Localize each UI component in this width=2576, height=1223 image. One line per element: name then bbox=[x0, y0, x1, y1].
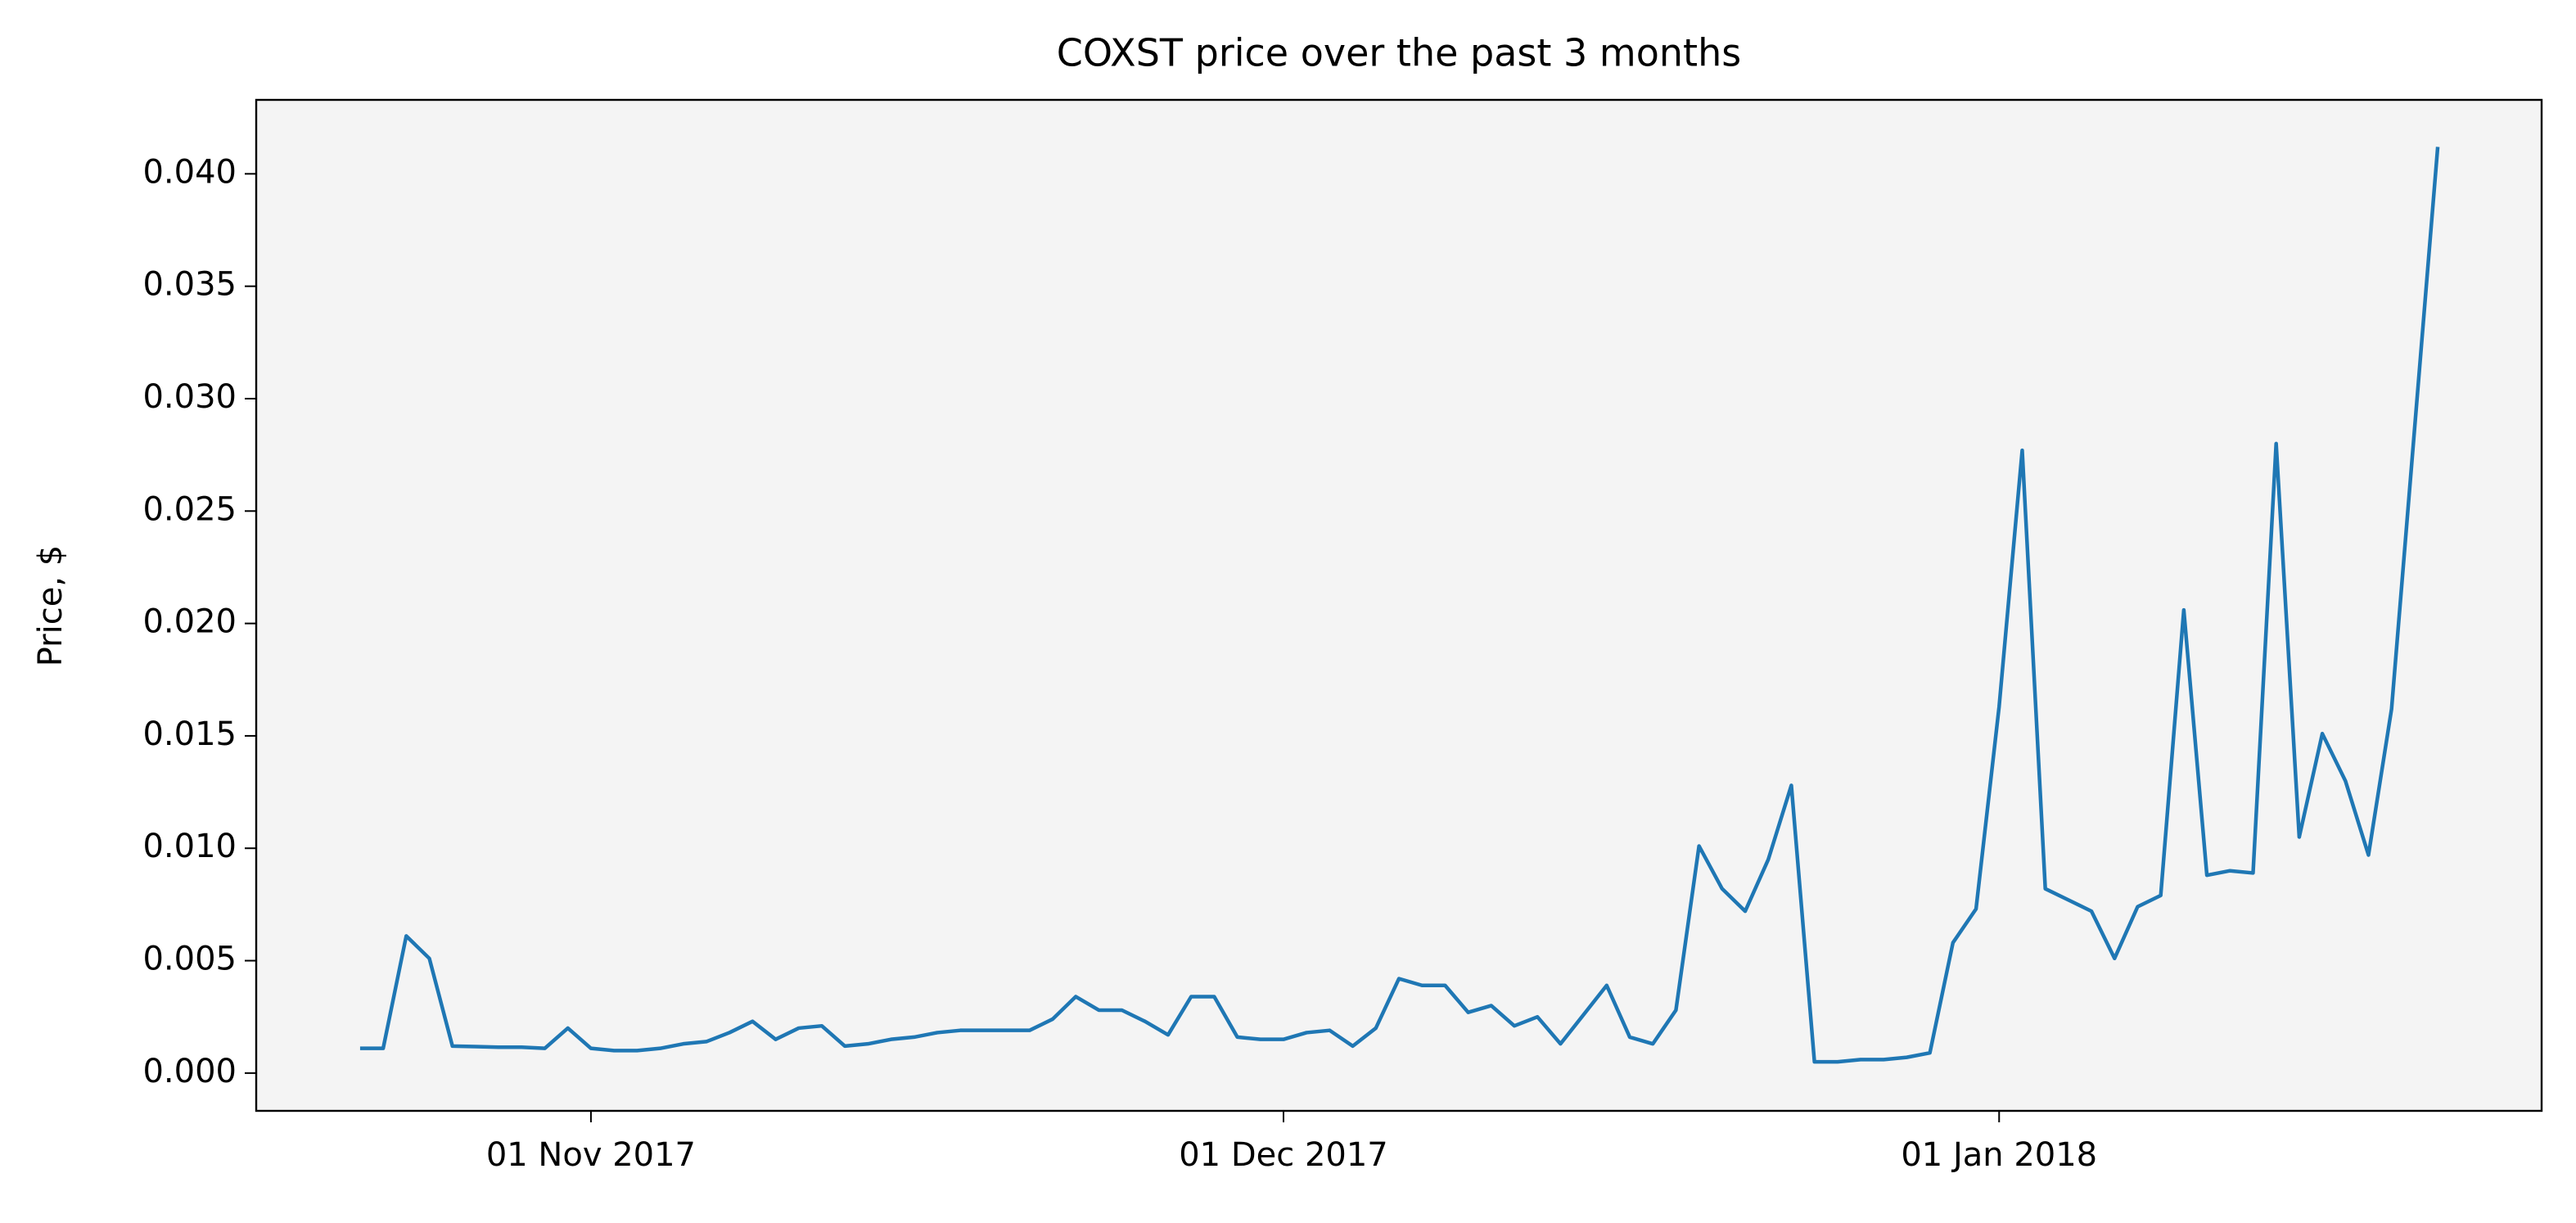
chart-title: COXST price over the past 3 months bbox=[1057, 31, 1741, 75]
y-tick-label: 0.000 bbox=[142, 1053, 237, 1090]
y-tick-label: 0.015 bbox=[142, 715, 237, 753]
y-tick-label: 0.005 bbox=[142, 941, 237, 978]
y-tick-label: 0.020 bbox=[142, 603, 237, 641]
y-tick-label: 0.030 bbox=[142, 378, 237, 416]
y-tick-label: 0.010 bbox=[142, 828, 237, 865]
y-tick-label: 0.040 bbox=[142, 153, 237, 191]
plot-background bbox=[256, 100, 2542, 1111]
y-tick-label: 0.025 bbox=[142, 490, 237, 528]
plot-frame bbox=[255, 98, 2543, 1112]
x-tick-label: 01 Dec 2017 bbox=[1179, 1136, 1388, 1174]
x-tick-label: 01 Nov 2017 bbox=[486, 1136, 696, 1174]
y-axis-label: Price, $ bbox=[32, 545, 70, 666]
x-tick-label: 01 Jan 2018 bbox=[1901, 1136, 2097, 1174]
y-tick-label: 0.035 bbox=[142, 266, 237, 304]
price-line bbox=[359, 147, 2440, 1064]
